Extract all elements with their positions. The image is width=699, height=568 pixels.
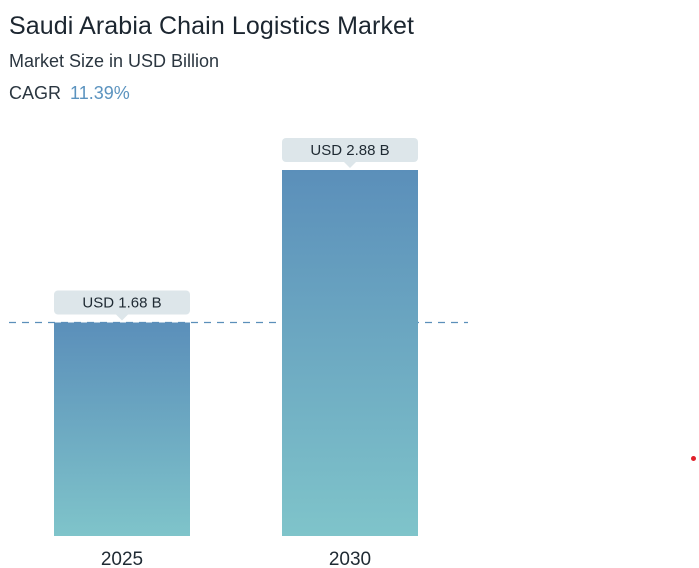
data-label-2030: USD 2.88 B: [282, 138, 418, 168]
marker-dot: [691, 456, 696, 461]
cagr-value: 11.39%: [70, 83, 130, 103]
bar-2025: [54, 322, 190, 536]
chart-subtitle: Market Size in USD Billion: [9, 51, 220, 71]
data-label-pointer: [344, 162, 356, 168]
x-tick-label-2030: 2030: [329, 549, 371, 568]
data-label-box: [282, 138, 418, 162]
bar-2030: [282, 170, 418, 536]
cagr-line: CAGR 11.39%: [9, 83, 130, 104]
data-label-box: [54, 290, 190, 315]
data-label-text: USD 1.68 B: [82, 295, 161, 312]
data-label-2025: USD 1.68 B: [54, 290, 190, 321]
x-tick-label-2025: 2025: [101, 549, 143, 568]
cagr-label: CAGR: [9, 83, 62, 103]
data-label-text: USD 2.88 B: [310, 142, 389, 159]
chart-title: Saudi Arabia Chain Logistics Market: [9, 12, 415, 40]
data-label-pointer: [116, 314, 128, 321]
